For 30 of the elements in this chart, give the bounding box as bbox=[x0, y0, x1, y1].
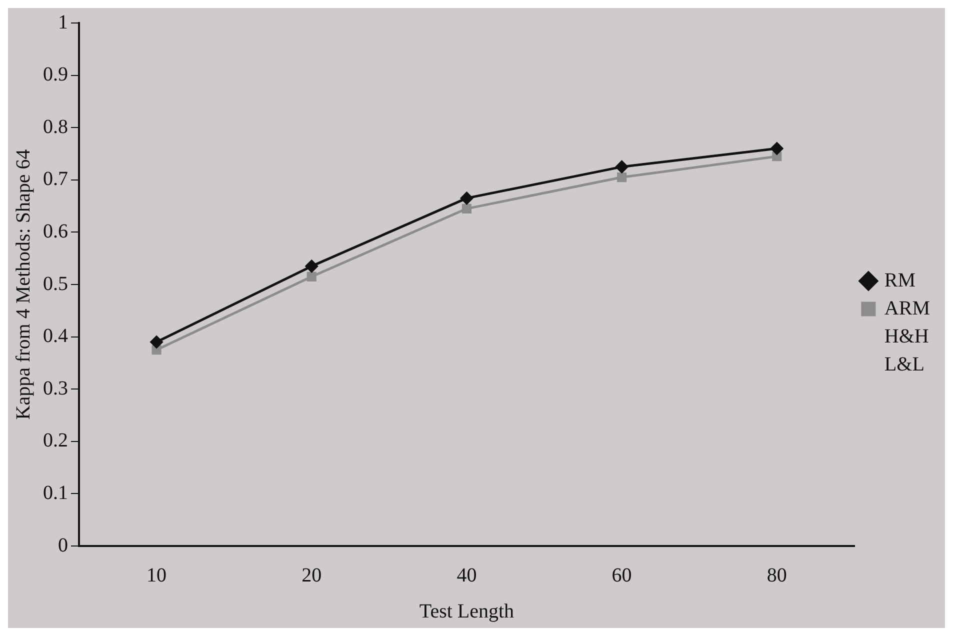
y-tick-label: 0.5 bbox=[43, 272, 68, 295]
x-axis-title: Test Length bbox=[419, 600, 514, 622]
text: H&H bbox=[884, 325, 929, 348]
y-axis-title: Kappa from 4 Methods: Shape 64 bbox=[12, 149, 34, 420]
x-tick-label: 80 bbox=[766, 564, 787, 586]
point bbox=[305, 260, 318, 272]
y-tick-label: 1 bbox=[58, 11, 68, 34]
y-tick-label: 0.7 bbox=[43, 168, 68, 190]
point bbox=[617, 172, 627, 182]
point bbox=[460, 192, 473, 204]
point bbox=[462, 204, 472, 214]
x-tick-label: 10 bbox=[146, 564, 167, 586]
y-tick-label: 0.1 bbox=[43, 482, 68, 504]
point bbox=[616, 160, 628, 174]
y-tick-label: 0.2 bbox=[43, 430, 68, 452]
x-tick-label: 40 bbox=[456, 564, 477, 586]
y-tick-label: 0.6 bbox=[43, 220, 68, 242]
y-tick-label: 0.3 bbox=[43, 377, 68, 400]
legend-label: RM bbox=[884, 269, 916, 292]
x-tick-label: 60 bbox=[612, 564, 632, 586]
point bbox=[150, 336, 163, 348]
y-tick-label: 0.9 bbox=[43, 64, 68, 86]
legend-label: ARM bbox=[884, 297, 930, 320]
text: L&L bbox=[884, 353, 924, 376]
y-tick-label: 0.8 bbox=[43, 116, 68, 138]
y-tick-label: 0 bbox=[58, 534, 68, 556]
y-tick-label: 0.4 bbox=[43, 325, 68, 348]
point bbox=[770, 142, 784, 155]
x-tick-label: 20 bbox=[302, 564, 322, 586]
point bbox=[306, 272, 316, 282]
